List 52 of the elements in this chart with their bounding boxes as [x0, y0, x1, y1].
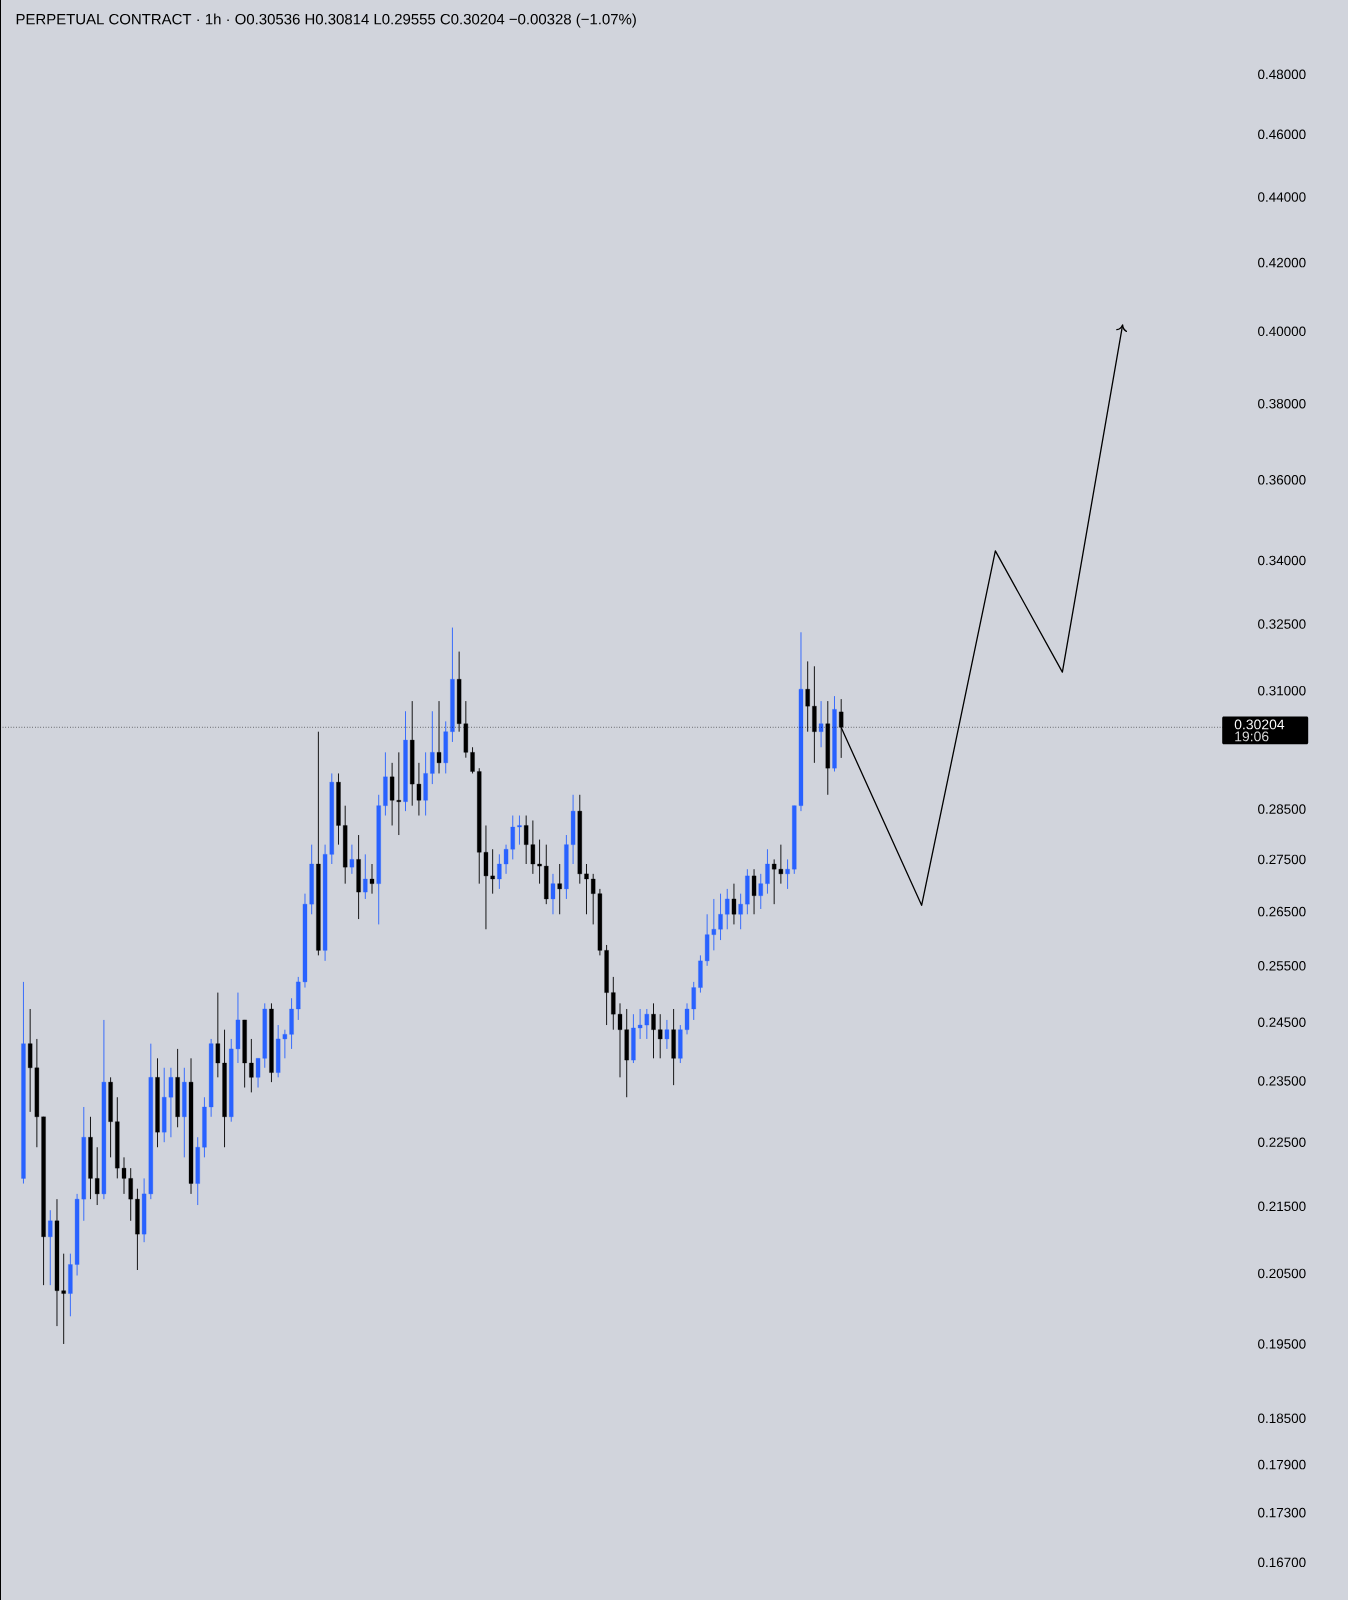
- candlestick: [349, 844, 355, 875]
- y-tick-label: 0.23500: [1258, 1076, 1306, 1086]
- candlestick: [363, 853, 368, 900]
- y-tick-label: 0.46000: [1258, 129, 1306, 140]
- y-tick-label: 0.44000: [1258, 192, 1306, 202]
- candlestick: [818, 700, 824, 748]
- candlestick: [249, 1038, 254, 1093]
- y-tick-label: 0.25500: [1258, 961, 1306, 971]
- y-tick-label: 0.17900: [1258, 1459, 1306, 1470]
- y-tick-label: 0.32500: [1258, 619, 1306, 629]
- text: PERPETUAL CONTRACT · 1h · O0.30536 H0.30814 L0.29555 C0.30204 −0.00328 (−1.07%): [16, 13, 636, 28]
- candlestick: [785, 858, 790, 890]
- candlestick: [48, 1209, 53, 1286]
- y-tick-label: 0.24500: [1258, 1017, 1306, 1027]
- y-tick-label: 0.31000: [1258, 685, 1306, 696]
- candlestick: [369, 863, 375, 895]
- candlestick: [731, 883, 737, 925]
- candlestick: [718, 893, 723, 941]
- y-tick-label: 0.27500: [1258, 854, 1306, 865]
- y-tick-label: 0.21500: [1258, 1201, 1306, 1212]
- y-tick-label: 0.16700: [1258, 1557, 1306, 1568]
- ref-line-label: 0.30204: [1234, 719, 1285, 730]
- y-tick-label: 0.48000: [1258, 69, 1306, 80]
- candlestick: [758, 873, 763, 910]
- annotation: 19:06: [1235, 731, 1269, 742]
- candlestick: [470, 746, 475, 774]
- y-tick-label: 0.17300: [1258, 1507, 1306, 1518]
- y-tick-label: 0.36000: [1258, 475, 1306, 485]
- y-tick-label: 0.20500: [1258, 1268, 1306, 1279]
- candlestick: [584, 863, 589, 915]
- candlestick: [215, 992, 220, 1078]
- y-tick-label: 0.18500: [1258, 1413, 1306, 1424]
- candlestick: [751, 868, 757, 915]
- y-tick-label: 0.26500: [1258, 906, 1306, 917]
- candlestick: [658, 1013, 663, 1059]
- y-tick-label: 0.38000: [1258, 398, 1306, 409]
- candlestick: [725, 888, 730, 930]
- candlestick: [664, 1019, 670, 1050]
- candlestick: [95, 1146, 100, 1206]
- candlestick: [651, 1002, 656, 1059]
- y-tick-label: 0.28500: [1258, 804, 1306, 814]
- y-tick-label: 0.42000: [1258, 257, 1306, 268]
- y-tick-label: 0.22500: [1258, 1137, 1306, 1147]
- y-tick-label: 0.34000: [1258, 555, 1306, 566]
- candlestick: [550, 873, 556, 915]
- candlestick: [430, 710, 435, 785]
- candlestick: [517, 815, 522, 846]
- y-tick-label: 0.40000: [1258, 326, 1306, 337]
- y-tick-label: 0.19500: [1258, 1339, 1306, 1349]
- candlestick: [765, 848, 770, 895]
- candlestick: [738, 893, 743, 930]
- candlestick: [557, 863, 562, 915]
